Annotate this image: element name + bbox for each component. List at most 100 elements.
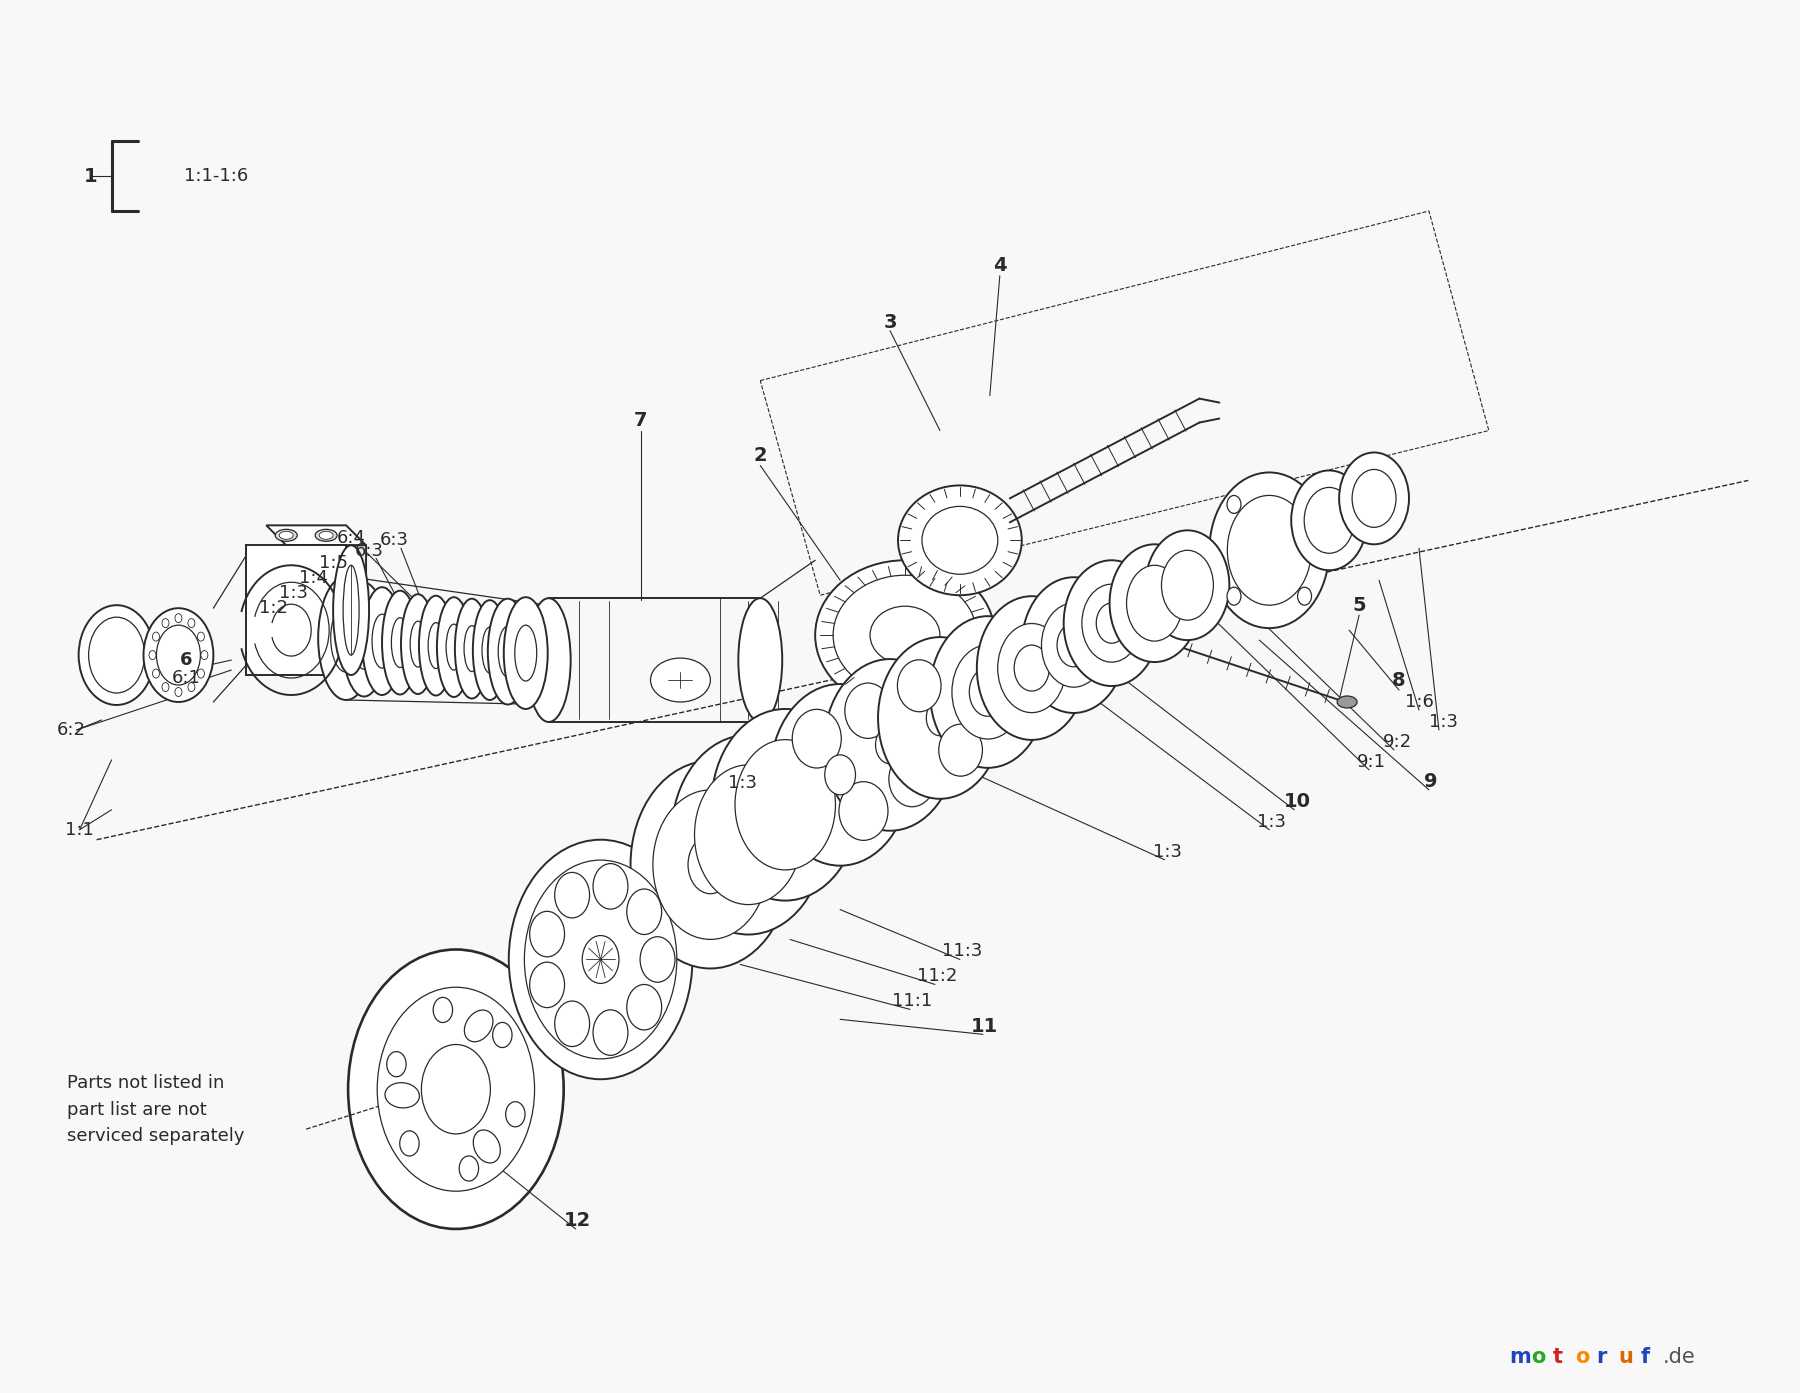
Ellipse shape	[970, 667, 1006, 716]
Ellipse shape	[319, 577, 374, 701]
Text: 1:3: 1:3	[727, 775, 756, 791]
Text: 11: 11	[972, 1017, 999, 1036]
Ellipse shape	[554, 1002, 590, 1046]
Ellipse shape	[1305, 488, 1354, 553]
Ellipse shape	[630, 761, 790, 968]
Ellipse shape	[464, 625, 479, 671]
Text: 1:6: 1:6	[1404, 692, 1433, 710]
Ellipse shape	[157, 625, 200, 685]
Ellipse shape	[1352, 469, 1397, 528]
Ellipse shape	[1057, 624, 1091, 667]
Ellipse shape	[770, 684, 911, 865]
Ellipse shape	[833, 575, 977, 695]
Ellipse shape	[493, 1022, 511, 1048]
Ellipse shape	[488, 599, 527, 705]
Text: 9:2: 9:2	[1382, 733, 1411, 751]
Ellipse shape	[626, 985, 662, 1029]
Text: f: f	[1640, 1347, 1649, 1367]
Ellipse shape	[419, 596, 454, 695]
Text: 1:2: 1:2	[259, 599, 288, 617]
Ellipse shape	[641, 936, 675, 982]
Ellipse shape	[509, 840, 693, 1080]
Text: 6:4: 6:4	[337, 529, 365, 547]
Ellipse shape	[824, 755, 855, 795]
Text: 11:3: 11:3	[941, 943, 983, 961]
Ellipse shape	[88, 617, 144, 692]
Text: m: m	[1508, 1347, 1530, 1367]
Ellipse shape	[333, 545, 369, 676]
Ellipse shape	[187, 618, 194, 628]
Ellipse shape	[1064, 560, 1159, 685]
Text: 6:2: 6:2	[58, 722, 86, 738]
Polygon shape	[346, 545, 365, 676]
Ellipse shape	[319, 531, 333, 539]
Ellipse shape	[977, 596, 1087, 740]
Ellipse shape	[344, 566, 358, 655]
Text: u: u	[1618, 1347, 1633, 1367]
Ellipse shape	[499, 627, 517, 677]
Ellipse shape	[385, 1082, 419, 1107]
Ellipse shape	[353, 610, 376, 669]
Ellipse shape	[342, 582, 385, 696]
Ellipse shape	[695, 765, 803, 904]
Ellipse shape	[464, 1010, 493, 1042]
Ellipse shape	[626, 889, 662, 935]
Ellipse shape	[1161, 550, 1213, 620]
Text: 3: 3	[884, 313, 896, 333]
Text: 6:3: 6:3	[380, 531, 409, 549]
Ellipse shape	[149, 651, 157, 659]
Text: 1:3: 1:3	[1154, 843, 1183, 861]
Ellipse shape	[524, 859, 677, 1059]
Ellipse shape	[79, 605, 155, 705]
Ellipse shape	[839, 781, 887, 840]
Ellipse shape	[187, 683, 194, 691]
Text: 6:3: 6:3	[355, 542, 383, 560]
Ellipse shape	[922, 507, 997, 574]
Ellipse shape	[1127, 566, 1183, 641]
Ellipse shape	[931, 616, 1046, 768]
Text: 12: 12	[563, 1212, 590, 1230]
Text: 7: 7	[634, 411, 648, 430]
Ellipse shape	[1228, 496, 1240, 514]
Ellipse shape	[373, 614, 392, 669]
Ellipse shape	[529, 911, 565, 957]
Ellipse shape	[162, 618, 169, 628]
Ellipse shape	[382, 591, 418, 695]
Text: 1: 1	[85, 167, 97, 185]
Ellipse shape	[653, 790, 769, 939]
Ellipse shape	[824, 659, 956, 830]
Ellipse shape	[504, 598, 547, 709]
Ellipse shape	[898, 485, 1022, 595]
Ellipse shape	[410, 621, 427, 667]
Text: t: t	[1553, 1347, 1562, 1367]
Ellipse shape	[738, 598, 783, 722]
Text: 10: 10	[1283, 793, 1310, 811]
Ellipse shape	[275, 529, 297, 542]
Ellipse shape	[175, 614, 182, 623]
Ellipse shape	[202, 651, 207, 659]
Text: Parts not listed in
part list are not
serviced separately: Parts not listed in part list are not se…	[67, 1074, 245, 1145]
Ellipse shape	[875, 726, 905, 763]
Ellipse shape	[347, 950, 563, 1229]
Ellipse shape	[997, 624, 1066, 713]
Ellipse shape	[1339, 453, 1409, 545]
Ellipse shape	[889, 751, 936, 807]
Ellipse shape	[554, 872, 590, 918]
Ellipse shape	[175, 688, 182, 696]
Ellipse shape	[473, 1130, 500, 1163]
Ellipse shape	[844, 683, 891, 738]
Text: .de: .de	[1663, 1347, 1696, 1367]
Ellipse shape	[198, 669, 205, 678]
Ellipse shape	[401, 595, 436, 694]
Text: r: r	[1597, 1347, 1607, 1367]
Ellipse shape	[455, 599, 490, 698]
Text: 1:1: 1:1	[65, 820, 94, 839]
Ellipse shape	[279, 531, 293, 539]
Ellipse shape	[1337, 696, 1357, 708]
Ellipse shape	[378, 988, 535, 1191]
Ellipse shape	[473, 600, 508, 701]
Ellipse shape	[506, 1102, 526, 1127]
Ellipse shape	[898, 660, 941, 712]
Ellipse shape	[459, 1156, 479, 1181]
Ellipse shape	[815, 560, 995, 710]
